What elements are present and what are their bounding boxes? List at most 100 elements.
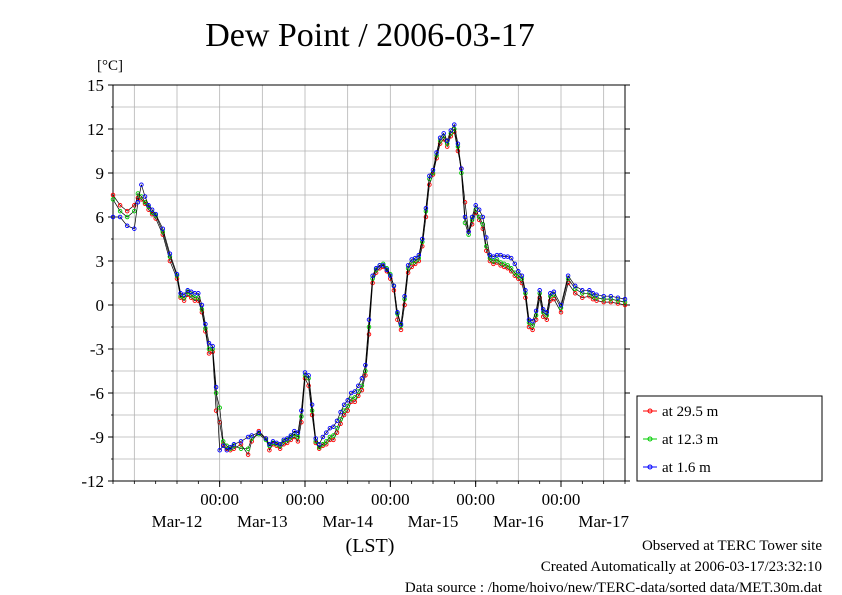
data-point: [302, 370, 308, 375]
data-point: [558, 302, 564, 308]
data-point: [501, 261, 507, 267]
data-point: [405, 263, 411, 268]
data-point: [434, 150, 439, 155]
data-point: [615, 301, 621, 306]
data-point: [480, 214, 486, 220]
data-point: [484, 235, 489, 240]
data-point: [412, 255, 418, 261]
data-point: [256, 430, 262, 435]
data-point: [388, 273, 393, 278]
data-point: [512, 261, 518, 267]
data-point: [334, 418, 340, 424]
x-tick-time-label: 00:00: [371, 490, 410, 509]
data-point: [416, 252, 422, 258]
data-point: [238, 439, 244, 444]
data-point: [309, 402, 315, 407]
data-point: [142, 200, 148, 205]
data-point: [178, 293, 183, 299]
grid-lines: [113, 84, 625, 482]
data-point: [409, 264, 414, 270]
data-point: [352, 395, 358, 400]
data-point: [185, 288, 190, 293]
data-point: [615, 295, 621, 300]
data-point: [594, 298, 599, 303]
x-tick-time-label: 00:00: [456, 490, 495, 509]
data-point: [487, 252, 493, 258]
data-point: [494, 257, 500, 262]
data-point: [249, 436, 254, 441]
legend-label: at 1.6 m: [662, 460, 711, 476]
data-point: [213, 384, 219, 390]
data-point: [551, 296, 557, 302]
data-point: [594, 295, 599, 300]
data-point: [306, 383, 311, 388]
data-point: [572, 291, 578, 296]
data-point: [359, 387, 365, 393]
data-point: [423, 205, 429, 211]
data-point: [572, 283, 578, 289]
data-point: [263, 436, 269, 441]
legend-swatch-marker: [647, 408, 653, 414]
data-point: [363, 373, 368, 378]
data-point: [498, 252, 503, 258]
data-point: [537, 288, 542, 293]
data-point: [558, 305, 564, 311]
data-point: [331, 424, 336, 429]
data-point: [526, 320, 532, 325]
data-point: [284, 436, 290, 441]
data-point: [238, 446, 244, 451]
series-layer: [110, 122, 628, 457]
data-point: [117, 214, 123, 220]
x-tick-date-label: Mar-17: [578, 512, 629, 531]
data-point: [167, 254, 173, 259]
data-point: [452, 122, 457, 127]
data-point: [491, 261, 496, 267]
data-point: [462, 214, 468, 220]
data-point: [199, 307, 205, 312]
data-point: [412, 258, 418, 264]
legend-label: at 12.3 m: [662, 432, 719, 448]
data-point: [316, 442, 322, 447]
data-point: [444, 144, 450, 149]
data-point: [334, 425, 340, 431]
data-point: [466, 229, 471, 234]
x-tick-time-label: 00:00: [286, 490, 325, 509]
data-point: [615, 298, 621, 303]
data-point: [594, 292, 599, 297]
data-point: [220, 439, 226, 444]
data-point: [139, 182, 144, 187]
data-point: [181, 295, 187, 300]
data-point: [622, 296, 628, 302]
data-point: [199, 302, 205, 308]
data-point: [480, 222, 486, 227]
data-point: [548, 298, 553, 303]
data-point: [590, 296, 596, 302]
series-2: [110, 122, 628, 453]
data-point: [548, 291, 553, 296]
data-point: [238, 442, 244, 447]
legend: at 29.5 m at 12.3 m at 1.6 m: [636, 395, 823, 482]
data-point: [267, 442, 272, 447]
data-point: [423, 214, 429, 220]
data-point: [444, 138, 450, 143]
data-point: [196, 291, 201, 296]
data-point: [487, 255, 493, 261]
data-point: [519, 273, 525, 278]
data-point: [455, 141, 461, 146]
y-tick-label: -9: [90, 428, 104, 447]
data-point: [565, 273, 571, 278]
data-point: [249, 433, 254, 438]
y-tick-label: 15: [87, 76, 104, 95]
data-point: [601, 296, 606, 302]
data-point: [295, 430, 301, 435]
data-point: [124, 208, 130, 214]
data-point: [590, 293, 596, 299]
data-point: [206, 340, 212, 346]
data-point: [188, 289, 194, 295]
data-point: [206, 351, 212, 356]
data-point: [324, 439, 329, 444]
data-point: [459, 166, 464, 171]
data-point: [117, 203, 123, 208]
footer-line-2: Created Automatically at 2006-03-17/23:3…: [541, 559, 822, 575]
data-point: [277, 442, 283, 447]
